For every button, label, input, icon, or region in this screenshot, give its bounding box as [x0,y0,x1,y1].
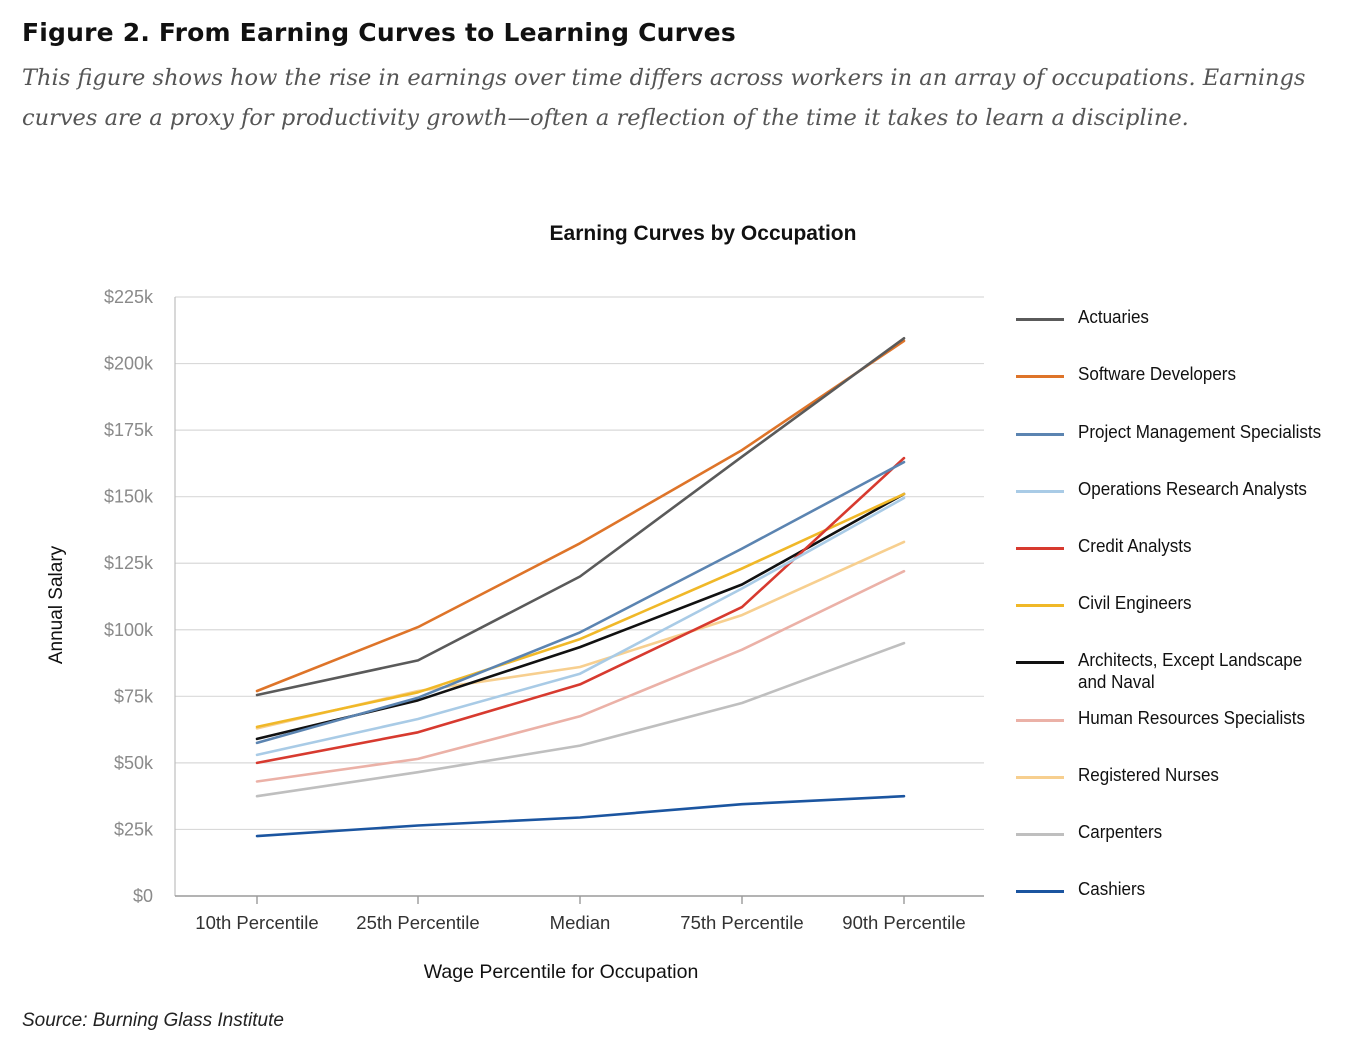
series-line [255,492,906,729]
y-tick-labels: $0 $25k $50k $75k $100k $125k $150k $175k $200k $… [104,287,154,906]
legend-label: Software Developers [1078,363,1236,384]
x-tick-label: 25th Percentile [356,912,479,933]
legend-swatch [1016,890,1064,893]
figure-caption: This figure shows how the rise in earnin… [22,65,1306,131]
legend-swatch [1016,719,1064,722]
y-tick-label: $225k [104,287,154,307]
x-tick-label: 10th Percentile [195,912,318,933]
legend-item: Project Management Specialists [1016,421,1348,443]
series-line [255,540,906,730]
legend-item: Actuaries [1016,306,1348,328]
y-tick-label: $100k [104,620,154,640]
legend-label: Human Resources Specialists [1078,707,1306,728]
series-line [255,460,906,745]
legend-swatch [1016,776,1064,779]
gridlines [175,296,984,831]
y-tick-label: $125k [104,553,154,573]
legend-label: Cashiers [1078,878,1146,899]
legend-label: Actuaries [1078,306,1149,327]
y-tick-label: $50k [114,753,154,773]
axes [174,297,984,904]
x-tick-label: 90th Percentile [842,912,965,933]
legend-label: Registered Nurses [1078,764,1219,785]
legend-item: Cashiers [1016,878,1348,900]
legend-swatch [1016,375,1064,378]
legend-swatch [1016,833,1064,836]
figure-title: Figure 2. From Earning Curves to Learnin… [22,18,736,47]
legend-item: Registered Nurses [1016,764,1348,786]
y-tick-label: $25k [114,819,154,839]
y-tick-label: $175k [104,420,154,440]
legend-item: Human Resources Specialists [1016,707,1348,729]
y-axis-label: Annual Salary [46,545,67,664]
series-line [255,339,906,693]
series-line [255,336,906,697]
series-lines [255,336,906,838]
legend-swatch [1016,433,1064,436]
legend-item: Civil Engineers [1016,592,1348,614]
series-line [255,794,906,838]
x-tick-label: Median [550,912,611,933]
legend-item: Software Developers [1016,363,1348,385]
legend-swatch [1016,661,1064,664]
source-note: Source: Burning Glass Institute [22,1010,284,1031]
legend-swatch [1016,318,1064,321]
series-line [255,496,906,757]
legend-label: Operations Research Analysts [1078,478,1307,499]
y-tick-label: $0 [133,886,153,906]
y-tick-label: $150k [104,487,154,507]
series-line [255,641,906,798]
series-line [255,569,906,783]
y-tick-label: $200k [104,354,154,374]
legend-item: Architects, Except Landscape and Naval [1016,649,1323,693]
legend-label: Project Management Specialists [1078,421,1322,442]
legend-item: Operations Research Analysts [1016,478,1348,500]
x-tick-labels: 10th Percentile 25th Percentile Median 75th… [195,912,965,933]
chart-title: Earning Curves by Occupation [549,222,857,245]
legend-item: Credit Analysts [1016,535,1348,557]
legend-label: Carpenters [1078,821,1163,842]
series-line [255,492,906,741]
legend-label: Architects, Except Landscape and Naval [1078,649,1303,692]
legend-swatch [1016,490,1064,493]
legend-item: Carpenters [1016,821,1348,843]
x-tick-label: 75th Percentile [680,912,803,933]
legend-swatch [1016,547,1064,550]
legend-swatch [1016,604,1064,607]
y-tick-label: $75k [114,686,154,706]
legend-label: Civil Engineers [1078,592,1192,613]
x-axis-label: Wage Percentile for Occupation [424,961,699,983]
legend-label: Credit Analysts [1078,535,1192,556]
